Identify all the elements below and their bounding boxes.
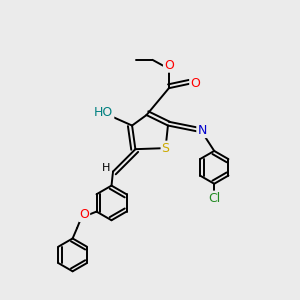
Text: HO: HO [94, 106, 113, 118]
Text: O: O [190, 77, 200, 90]
Text: N: N [197, 124, 207, 137]
Text: O: O [79, 208, 89, 221]
Text: Cl: Cl [208, 192, 220, 205]
Text: O: O [164, 59, 174, 72]
Text: H: H [102, 163, 111, 173]
Text: S: S [162, 142, 170, 154]
